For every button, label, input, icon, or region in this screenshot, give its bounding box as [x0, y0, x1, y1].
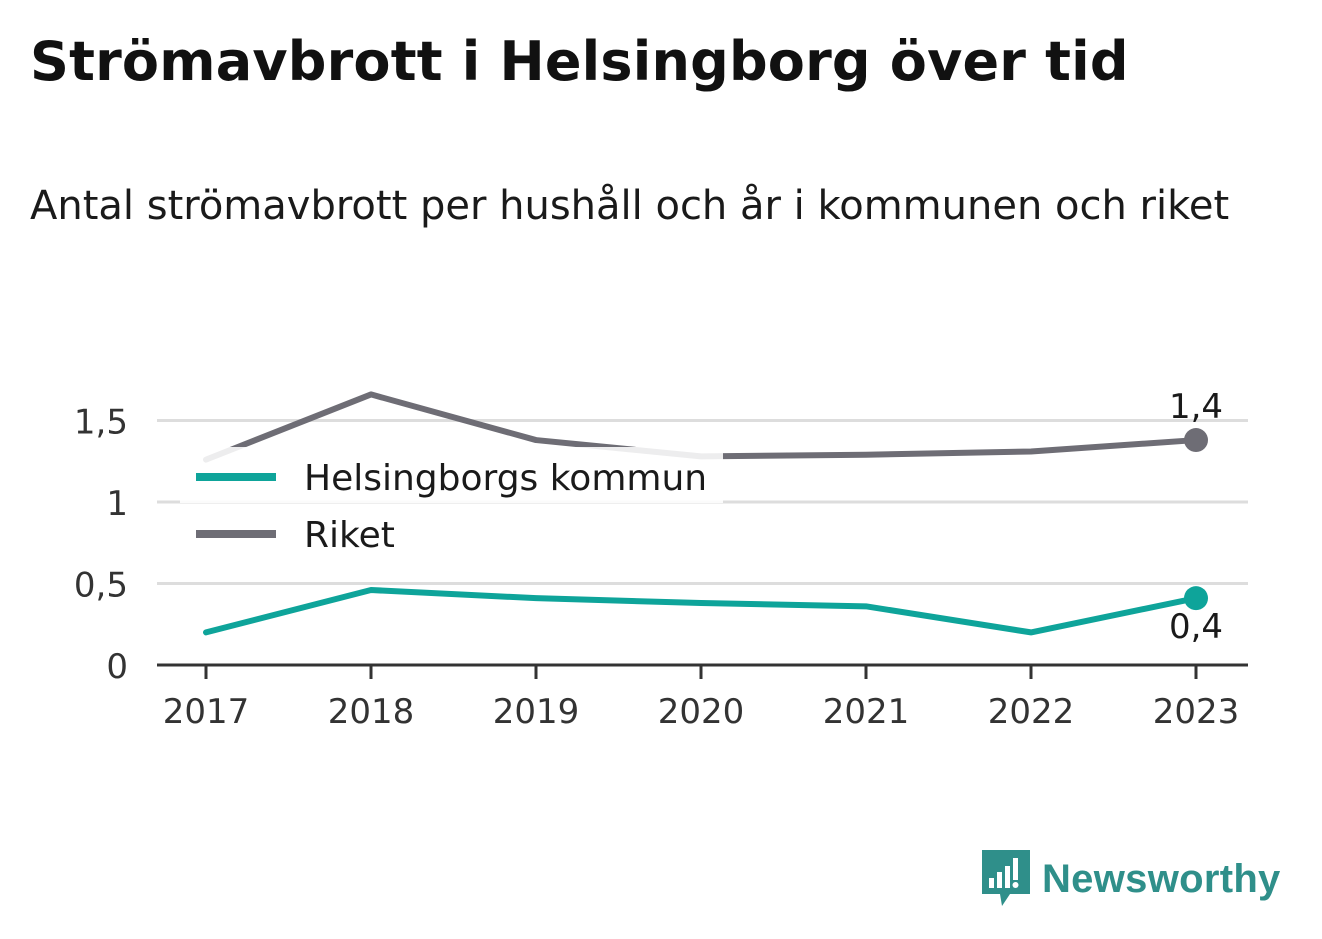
x-tick-label: 2018: [328, 692, 415, 732]
legend-label: Helsingborgs kommun: [304, 458, 707, 499]
newsworthy-logo: Newsworthy: [980, 848, 1281, 910]
line-chart: 0 0,5 1 1,5 2017 2018 2019 2020 2021 2022 2023 Hel…: [74, 387, 1248, 732]
legend: Helsingborgs kommun Riket: [180, 447, 723, 556]
x-tick-label: 2023: [1153, 692, 1240, 732]
y-tick-label: 1,5: [74, 403, 128, 443]
x-tick-label: 2021: [823, 692, 910, 732]
y-tick-label: 0,5: [74, 566, 128, 606]
data-label-helsingborg: 0,4: [1169, 607, 1223, 647]
label-layer: 1,4 0,4: [1169, 387, 1223, 647]
x-tick-label: 2019: [493, 692, 580, 732]
chart-title: Strömavbrott i Helsingborg över tid: [30, 30, 1129, 93]
bar-chart-bubble-icon: [982, 850, 1030, 906]
series-line-helsingborg: [203, 587, 1199, 636]
legend-label: Riket: [304, 515, 395, 556]
y-tick-label: 0: [106, 647, 128, 687]
x-tick-label: 2020: [658, 692, 745, 732]
chart-subtitle: Antal strömavbrott per hushåll och år i …: [30, 183, 1230, 229]
series-layer: [203, 391, 1208, 636]
axis-layer: 0 0,5 1 1,5 2017 2018 2019 2020 2021 2022 2023: [74, 403, 1248, 732]
data-label-riket: 1,4: [1169, 387, 1223, 427]
x-tick-label: 2022: [988, 692, 1075, 732]
series-end-point: [1184, 428, 1208, 453]
x-tick-label: 2017: [163, 692, 250, 732]
y-tick-label: 1: [106, 484, 128, 524]
brand-name: Newsworthy: [1042, 856, 1281, 901]
series-end-point: [1184, 586, 1208, 611]
